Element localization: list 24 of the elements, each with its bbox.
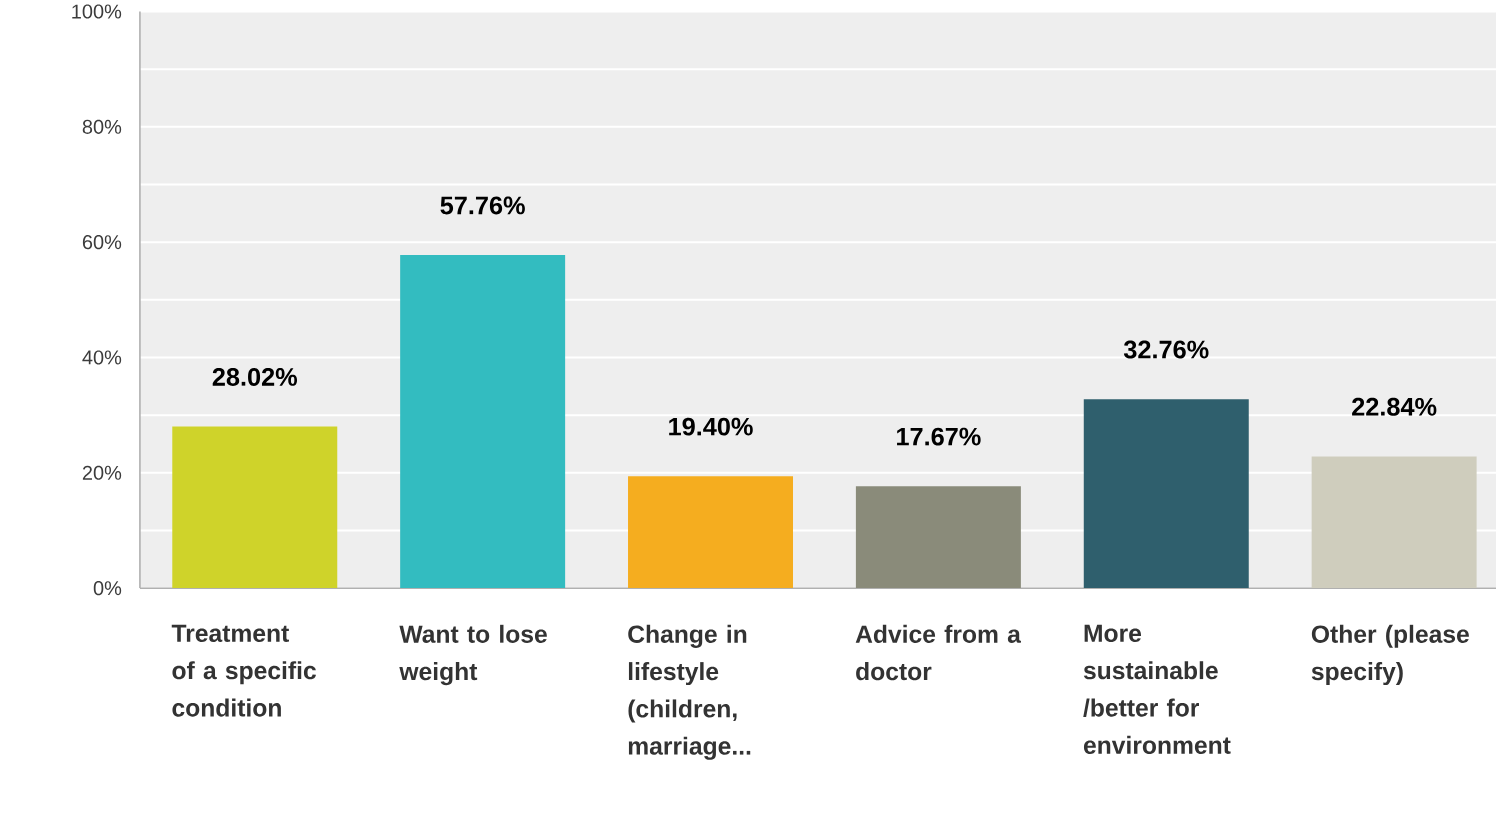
data-label: 32.76%: [1123, 340, 1209, 359]
y-tick-label: 60%: [82, 235, 122, 250]
x-tick-label: Advice from a doctor: [855, 624, 1021, 681]
bar: [628, 476, 794, 589]
y-tick-label: 100%: [72, 4, 122, 19]
x-tick-label: Change in lifestyle (children, marriage...: [628, 624, 751, 760]
data-label: 17.67%: [897, 427, 981, 446]
bar: [1311, 456, 1477, 589]
y-tick-label: 80%: [82, 119, 122, 134]
x-tick-label: Other (please specify): [1311, 624, 1469, 686]
bar: [400, 255, 566, 589]
data-label: 57.76%: [440, 196, 525, 215]
x-tick-label: Treatment of a specific condition: [171, 624, 316, 717]
bar: [172, 426, 338, 589]
y-tick-label: 0%: [93, 581, 122, 596]
data-label: 22.84%: [1352, 397, 1437, 416]
x-tick-label: Want to lose weight: [399, 624, 547, 686]
y-tick-label: 40%: [82, 350, 122, 365]
y-tick-label: 20%: [82, 465, 122, 480]
data-label: 19.40%: [669, 417, 753, 436]
bar: [1083, 399, 1249, 589]
bar: [855, 486, 1021, 589]
x-tick-label: More sustainable /better for environment: [1083, 624, 1231, 754]
data-label: 28.02%: [212, 367, 298, 386]
